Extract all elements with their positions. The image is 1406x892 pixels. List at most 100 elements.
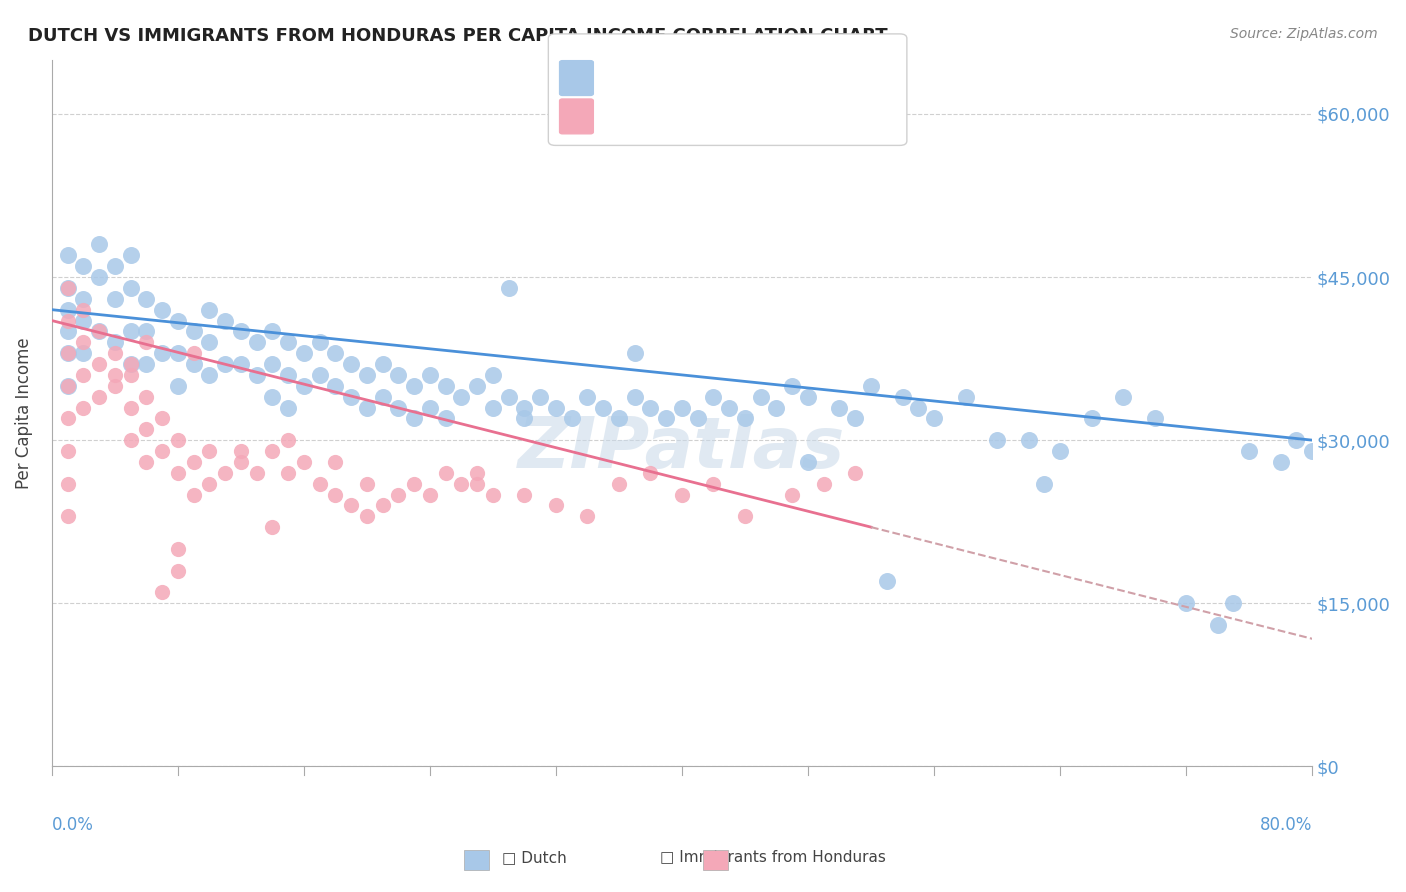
- Point: [183, 346, 205, 360]
- Point: [465, 476, 488, 491]
- Point: [308, 335, 330, 350]
- Point: [87, 325, 110, 339]
- Point: [419, 401, 441, 415]
- Point: [434, 411, 457, 425]
- Point: [780, 487, 803, 501]
- Point: [135, 390, 157, 404]
- Point: [166, 433, 188, 447]
- Text: □ Dutch: □ Dutch: [502, 850, 567, 865]
- Point: [671, 401, 693, 415]
- Point: [72, 346, 94, 360]
- Point: [56, 444, 79, 458]
- Point: [640, 401, 662, 415]
- Point: [198, 302, 221, 317]
- Point: [292, 378, 315, 392]
- Point: [72, 401, 94, 415]
- Point: [592, 401, 614, 415]
- Point: [56, 509, 79, 524]
- Point: [529, 390, 551, 404]
- Point: [387, 368, 409, 382]
- Point: [780, 378, 803, 392]
- Point: [308, 476, 330, 491]
- Point: [308, 368, 330, 382]
- Point: [498, 390, 520, 404]
- Point: [797, 390, 820, 404]
- Point: [183, 487, 205, 501]
- Point: [371, 357, 394, 371]
- Point: [135, 357, 157, 371]
- Point: [434, 466, 457, 480]
- Point: [166, 466, 188, 480]
- Point: [640, 466, 662, 480]
- Point: [544, 401, 567, 415]
- Point: [87, 325, 110, 339]
- Point: [262, 325, 284, 339]
- Point: [498, 281, 520, 295]
- Point: [214, 357, 236, 371]
- Point: [166, 346, 188, 360]
- Point: [482, 487, 505, 501]
- Point: [56, 313, 79, 327]
- Point: [371, 499, 394, 513]
- Point: [434, 378, 457, 392]
- Point: [104, 378, 127, 392]
- Point: [214, 466, 236, 480]
- Point: [1033, 476, 1056, 491]
- Point: [229, 444, 252, 458]
- Point: [450, 390, 472, 404]
- Point: [356, 476, 378, 491]
- Point: [797, 455, 820, 469]
- Point: [150, 411, 173, 425]
- Point: [325, 378, 347, 392]
- Point: [135, 455, 157, 469]
- Point: [277, 401, 299, 415]
- Point: [404, 378, 426, 392]
- Point: [922, 411, 945, 425]
- Point: [576, 390, 599, 404]
- Text: 0.0%: 0.0%: [52, 816, 94, 834]
- Point: [72, 368, 94, 382]
- Point: [891, 390, 914, 404]
- Point: [277, 466, 299, 480]
- Point: [229, 357, 252, 371]
- Text: 80.0%: 80.0%: [1260, 816, 1312, 834]
- Point: [277, 433, 299, 447]
- Point: [356, 401, 378, 415]
- Point: [245, 368, 267, 382]
- Point: [623, 390, 645, 404]
- Point: [150, 585, 173, 599]
- Point: [404, 476, 426, 491]
- Point: [1206, 618, 1229, 632]
- Point: [1049, 444, 1071, 458]
- Point: [844, 411, 866, 425]
- Point: [135, 422, 157, 436]
- Point: [120, 325, 142, 339]
- Point: [56, 302, 79, 317]
- Point: [198, 368, 221, 382]
- Point: [183, 357, 205, 371]
- Point: [183, 455, 205, 469]
- Point: [1237, 444, 1260, 458]
- Point: [120, 401, 142, 415]
- Point: [72, 259, 94, 273]
- Point: [844, 466, 866, 480]
- Point: [1080, 411, 1102, 425]
- Text: ZIPatlas: ZIPatlas: [519, 414, 845, 483]
- Point: [340, 357, 363, 371]
- Point: [150, 444, 173, 458]
- Point: [1285, 433, 1308, 447]
- Point: [56, 476, 79, 491]
- Text: DUTCH VS IMMIGRANTS FROM HONDURAS PER CAPITA INCOME CORRELATION CHART: DUTCH VS IMMIGRANTS FROM HONDURAS PER CA…: [28, 27, 887, 45]
- Text: R = -0.420   N = 115: R = -0.420 N = 115: [602, 64, 806, 82]
- Point: [513, 411, 536, 425]
- Point: [120, 368, 142, 382]
- Point: [465, 378, 488, 392]
- Point: [325, 346, 347, 360]
- Point: [859, 378, 882, 392]
- Point: [104, 292, 127, 306]
- Point: [135, 325, 157, 339]
- Point: [166, 378, 188, 392]
- Point: [262, 444, 284, 458]
- Point: [135, 292, 157, 306]
- Point: [150, 346, 173, 360]
